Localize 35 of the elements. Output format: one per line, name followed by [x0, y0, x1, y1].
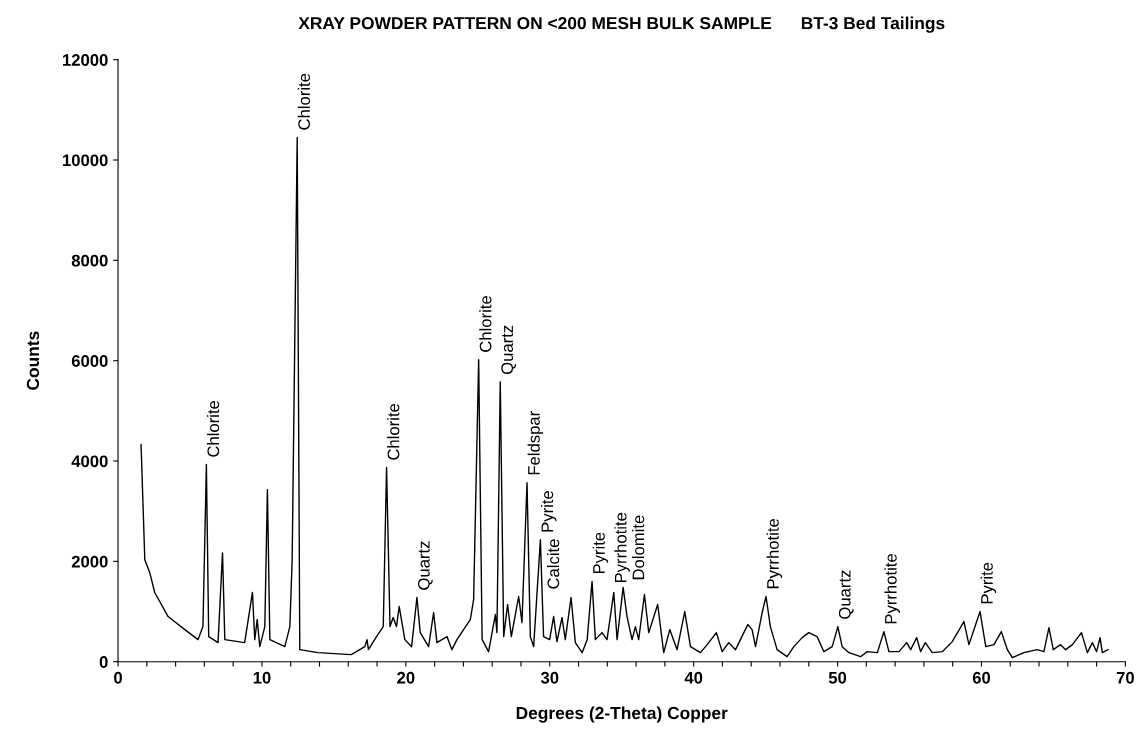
annotation: Quartz: [838, 570, 854, 619]
x-tick-label: 20: [397, 671, 415, 684]
y-tick-label: 12000: [63, 54, 108, 66]
annotation: Pyrrhotite: [766, 518, 783, 589]
y-tick-label: 4000: [71, 455, 108, 468]
x-tick-label: 70: [1116, 671, 1134, 684]
x-tick-label: 30: [540, 671, 559, 684]
annotation: Calcite: [547, 539, 560, 589]
annotation: Pyrite: [540, 490, 557, 532]
y-tick-label: 2000: [71, 555, 108, 568]
chart-title: XRAY POWDER PATTERN ON <200 MESH BULK SAMPLE BT-3 Bed Tailings: [298, 16, 945, 33]
x-tick-label: 60: [972, 671, 991, 684]
annotation: Chlorite: [387, 403, 400, 460]
annotation: Dolomite: [632, 515, 645, 580]
annotation: Quartz: [417, 541, 433, 590]
annotation: Chlorite: [479, 296, 492, 352]
line-series: [140, 136, 1109, 659]
annotation: Feldspar: [527, 411, 544, 475]
annotation: Chlorite: [297, 73, 311, 130]
x-tick-label: 10: [253, 671, 271, 684]
annotation: Quartz: [501, 325, 517, 375]
x-axis-title: Degrees (2-Theta) Copper: [516, 706, 728, 723]
y-tick-label: 10000: [63, 154, 108, 167]
annotation: Chlorite: [206, 400, 220, 457]
y-tick-label: 8000: [71, 254, 108, 267]
annotation: Pyrrhotite: [884, 554, 900, 624]
x-tick-label: 50: [828, 671, 847, 684]
annotation: Pyrite: [980, 562, 997, 604]
y-axis-title: Counts: [26, 331, 40, 390]
annotation: Pyrrhotite: [614, 512, 630, 583]
y-tick-label: 6000: [71, 355, 108, 367]
annotation: Pyrite: [592, 532, 609, 574]
y-tick-label: 0: [99, 656, 108, 668]
x-tick-label: 0: [114, 671, 122, 684]
x-tick-label: 40: [684, 671, 703, 684]
